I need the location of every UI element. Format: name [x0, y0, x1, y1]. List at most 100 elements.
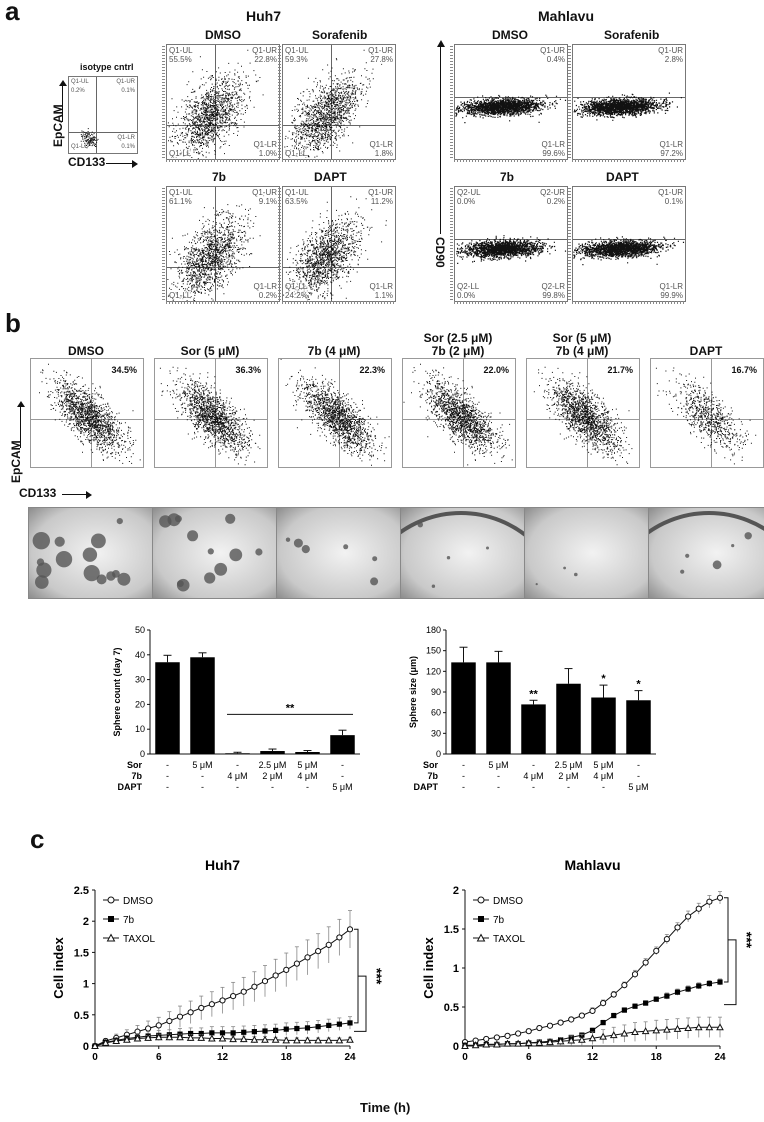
quadrant-ul: Q1-UL 55.5% [169, 46, 193, 64]
data-point [315, 1024, 321, 1030]
quadrant-ur: Q1-UR 2.8% [658, 46, 683, 64]
quadrant-lr: Q1-LR 1.0% [253, 140, 277, 158]
data-point [176, 1033, 184, 1041]
cd90-arrow [440, 44, 441, 234]
micrograph-image [525, 508, 648, 598]
data-point [208, 1034, 216, 1042]
flow-condition-label: 7b (4 μM) [272, 345, 396, 358]
data-point [346, 926, 354, 933]
y-tick-label: 60 [431, 708, 441, 718]
flow-plot-b: 16.7% [650, 358, 764, 468]
legend-marker [477, 896, 485, 904]
treatment-cell: 2.5 μM [555, 760, 583, 770]
quadrant-percent: 21.7% [607, 365, 633, 375]
data-point [101, 1038, 110, 1046]
treatment-cell: 5 μM [628, 782, 648, 792]
data-point [186, 1033, 195, 1041]
data-point [641, 1027, 650, 1035]
y-tick-label: 0.5 [444, 1002, 459, 1014]
arrow-head-icon [86, 491, 92, 499]
y-tick-label: 90 [431, 687, 441, 697]
data-point [304, 954, 311, 961]
treatment-cell: 5 μM [192, 760, 212, 770]
bar [451, 662, 476, 754]
data-point [208, 1001, 215, 1008]
data-point [219, 997, 226, 1004]
treatment-cell: - [602, 782, 605, 792]
data-point [261, 978, 269, 985]
event-dots [159, 366, 261, 466]
flow-dots [573, 236, 685, 266]
arrow-head-icon [437, 40, 445, 47]
quad-label: Q2-UR [540, 188, 565, 197]
quadrant-ur: Q1-UR 22.8% [252, 46, 277, 64]
bar [190, 657, 215, 754]
y-tick-label: 120 [426, 666, 441, 676]
x-ticks [282, 301, 394, 304]
data-point [336, 1021, 342, 1027]
bar [521, 704, 546, 754]
treatment-cell: 4 μM [593, 771, 613, 781]
condition-line-1: 7b (4 μM) [307, 344, 361, 358]
quadrant-v-line [685, 45, 686, 159]
event-dots [80, 128, 99, 149]
quadrant-h-line [573, 239, 685, 240]
data-point [673, 1024, 682, 1032]
y-tick-label: 0.5 [74, 1010, 89, 1022]
data-point [219, 1030, 226, 1036]
sphere-micrograph [276, 507, 401, 599]
quad-label: Q1-LL [285, 282, 308, 291]
significance-stars: *** [369, 968, 385, 985]
data-point [283, 966, 290, 973]
plot-title: DAPT [314, 170, 347, 184]
bar [260, 751, 285, 754]
data-point [461, 1041, 469, 1049]
quad-value: 1.0% [258, 149, 277, 158]
panel-letter-c: c [30, 824, 45, 854]
data-point [314, 1036, 322, 1044]
quad-value: 0.0% [457, 197, 476, 206]
treatment-cell: - [166, 771, 169, 781]
y-ticks [278, 186, 281, 300]
x-ticks [166, 301, 278, 304]
data-point [663, 1025, 671, 1033]
quad-value: 61.1% [169, 197, 192, 206]
quadrant-ll: Q2-LL 0.0% [457, 282, 480, 300]
data-point [589, 1007, 596, 1014]
data-point [515, 1030, 522, 1037]
quadrant-h-line [283, 267, 395, 268]
data-point [91, 1041, 99, 1049]
plot-title: Sorafenib [604, 28, 660, 42]
quad-label: Q1-UL [169, 188, 193, 197]
sig-annotation: ** [529, 688, 538, 700]
treatment-cell: 2.5 μM [259, 760, 287, 770]
data-point [504, 1032, 511, 1039]
event-dots [533, 366, 633, 466]
quad-label: Q1-UR [252, 46, 277, 55]
data-point [165, 1033, 174, 1041]
data-point [611, 1012, 617, 1019]
data-point [230, 992, 237, 1000]
data-point [251, 983, 258, 990]
plot-title: DMSO [205, 28, 241, 42]
data-point [346, 1035, 354, 1043]
quad-value: 27.8% [370, 55, 393, 64]
sphere-micrograph [28, 507, 153, 599]
data-point [144, 1033, 152, 1041]
quad-label: Q1-UR [540, 46, 565, 55]
data-point [187, 1009, 194, 1016]
panel-letter-a: a [5, 0, 20, 26]
quadrant-lr: Q1-LR 99.9% [659, 282, 683, 300]
y-ticks [162, 186, 165, 300]
quadrant-ul: Q2-UL 0.0% [457, 188, 481, 206]
flow-dots [655, 367, 757, 465]
data-point [653, 996, 659, 1002]
treatment-row-label: Sor [127, 760, 143, 770]
x-tick-label: 6 [526, 1052, 532, 1063]
flow-dots [159, 366, 261, 466]
quadrant-percent: 22.3% [359, 365, 385, 375]
quad-value: 0.1% [664, 197, 683, 206]
data-point [621, 1007, 627, 1013]
treatment-cell: 4 μM [523, 771, 543, 781]
